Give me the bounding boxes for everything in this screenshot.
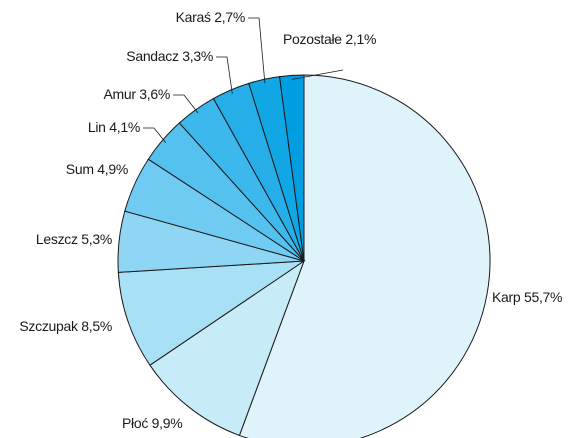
category-name: Płoć: [122, 415, 148, 431]
value-label: 4,9%: [97, 161, 128, 177]
value-label: 3,6%: [139, 86, 170, 102]
category-name: Sandacz: [126, 48, 179, 64]
leader-line: [216, 56, 233, 94]
leader-line: [173, 94, 199, 114]
value-label: 9,9%: [152, 415, 183, 431]
category-name: Szczupak: [19, 318, 79, 334]
slice-label: Sandacz 3,3%: [126, 48, 213, 64]
slice-label: Płoć 9,9%: [122, 415, 182, 431]
slice-label: Karp 55,7%: [492, 289, 562, 305]
pie-slice: [238, 74, 491, 438]
category-name: Karaś: [176, 9, 211, 25]
category-name: Karp: [492, 289, 521, 305]
slice-label: Leszcz 5,3%: [36, 231, 112, 247]
slice-label: Pozostałe 2,1%: [283, 31, 376, 47]
slice-label: Amur 3,6%: [103, 86, 170, 102]
category-name: Lin: [88, 119, 106, 135]
value-label: 8,5%: [81, 318, 112, 334]
value-label: 55,7%: [524, 289, 562, 305]
pie-slice: [117, 260, 306, 366]
value-label: 2,7%: [214, 9, 245, 25]
value-label: 3,3%: [182, 48, 213, 64]
leader-line: [143, 127, 167, 143]
slice-label: Szczupak 8,5%: [19, 318, 112, 334]
category-name: Amur: [103, 86, 136, 102]
pie-slice: [149, 259, 306, 437]
value-label: 4,1%: [109, 119, 140, 135]
category-name: Leszcz: [36, 231, 78, 247]
leader-line: [291, 69, 344, 80]
value-label: 5,3%: [81, 231, 112, 247]
slice-label: Sum 4,9%: [66, 161, 128, 177]
slice-label: Karaś 2,7%: [176, 9, 245, 25]
category-name: Pozostałe: [283, 31, 342, 47]
leader-line: [248, 17, 266, 84]
pie-slice: [278, 74, 305, 262]
category-name: Sum: [66, 161, 94, 177]
slice-label: Lin 4,1%: [88, 119, 140, 135]
value-label: 2,1%: [345, 31, 376, 47]
